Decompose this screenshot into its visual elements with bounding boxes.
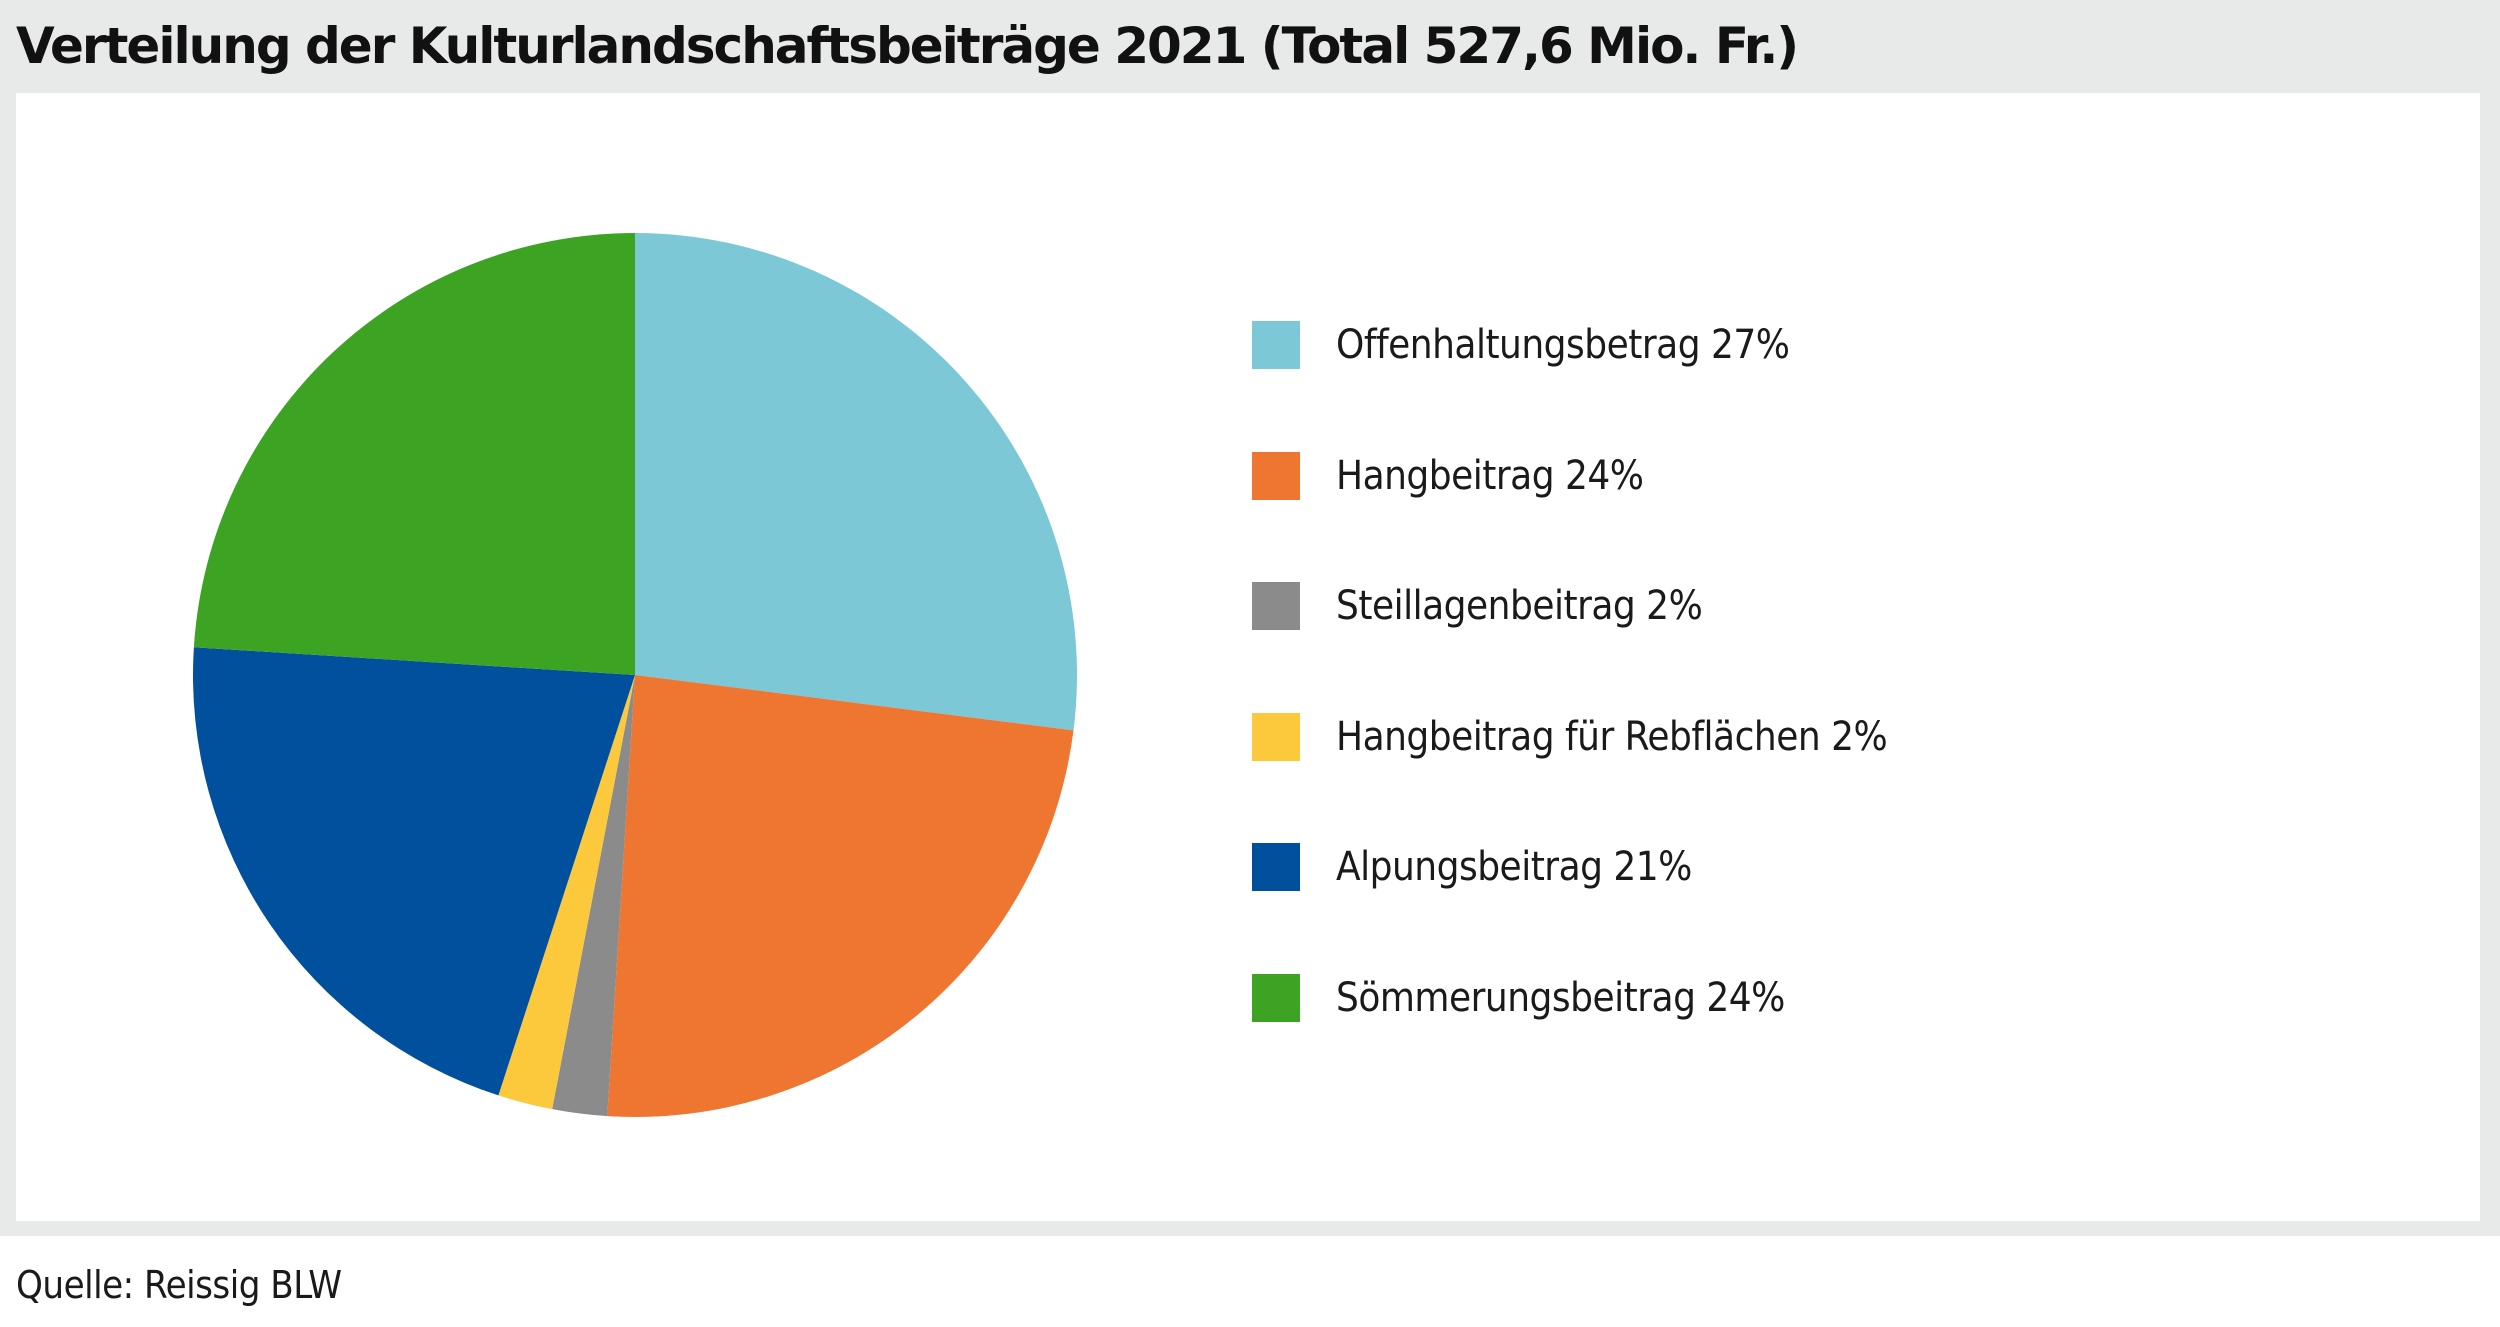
legend-swatch <box>1252 321 1300 369</box>
chart-frame: Verteilung der Kulturlandschaftsbeiträge… <box>0 0 2500 1236</box>
legend-label: Alpungsbeitrag 21% <box>1336 844 1692 890</box>
legend-item: Hangbeitrag für Rebflächen 2% <box>1252 712 2352 761</box>
pie-slice-5 <box>192 647 635 1096</box>
legend-label: Steillagenbeitrag 2% <box>1336 583 1703 629</box>
legend-swatch <box>1252 973 1300 1022</box>
legend-swatch <box>1252 451 1300 500</box>
pie-slice-4 <box>498 675 635 1110</box>
pie-slice-3 <box>552 675 635 1117</box>
source-note: Quelle: Reissig BLW <box>16 1263 342 1307</box>
legend-item: Sömmerungsbeitrag 24% <box>1252 973 2352 1022</box>
legend-item: Offenhaltungsbetrag 27% <box>1252 321 2352 369</box>
legend-label: Sömmerungsbeitrag 24% <box>1336 974 1785 1021</box>
pie-chart <box>192 233 1077 1118</box>
pie-slice-6 <box>193 233 635 675</box>
pie-slice-1 <box>635 233 1077 731</box>
legend-label: Hangbeitrag 24% <box>1336 452 1644 499</box>
legend-item: Alpungsbeitrag 21% <box>1252 843 2352 891</box>
legend-label: Hangbeitrag für Rebflächen 2% <box>1336 713 1888 760</box>
legend-label: Offenhaltungsbetrag 27% <box>1336 322 1790 368</box>
legend-item: Hangbeitrag 24% <box>1252 451 2352 500</box>
chart-panel: Offenhaltungsbetrag 27% Hangbeitrag 24% St… <box>16 93 2480 1221</box>
legend-item: Steillagenbeitrag 2% <box>1252 582 2352 630</box>
legend-swatch <box>1252 712 1300 761</box>
legend-swatch <box>1252 843 1300 891</box>
legend-swatch <box>1252 582 1300 630</box>
pie-slice-2 <box>607 675 1074 1118</box>
chart-title: Verteilung der Kulturlandschaftsbeiträge… <box>16 17 1799 75</box>
